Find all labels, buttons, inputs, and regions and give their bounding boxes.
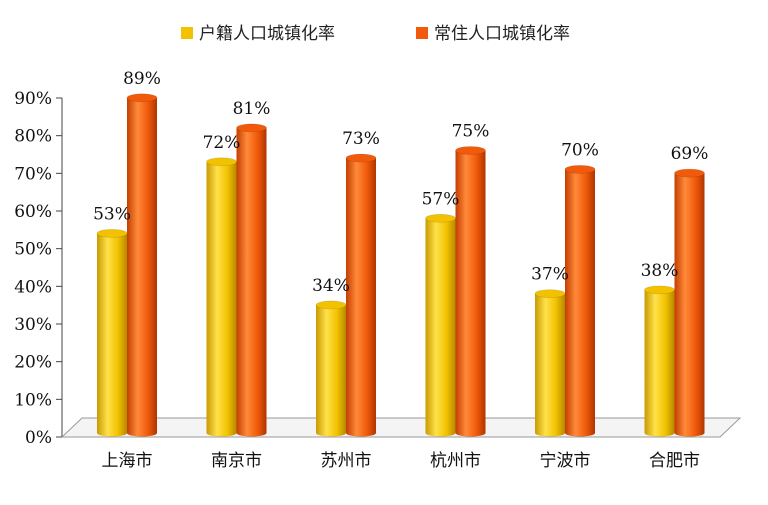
bar-cap bbox=[126, 93, 158, 103]
data-label: 53% bbox=[93, 204, 131, 224]
x-tick-label: 南京市 bbox=[211, 451, 262, 471]
legend-swatch-1 bbox=[416, 27, 428, 39]
bar-cap bbox=[564, 165, 596, 174]
data-label: 75% bbox=[452, 122, 490, 142]
y-tick-label: 20% bbox=[14, 353, 52, 373]
bar-base bbox=[565, 429, 595, 437]
bar bbox=[96, 229, 128, 437]
bar-base bbox=[644, 429, 675, 437]
bar-base bbox=[127, 429, 157, 437]
bar-base bbox=[346, 429, 376, 437]
y-tick-label: 30% bbox=[14, 315, 52, 335]
x-tick-label: 杭州市 bbox=[430, 451, 481, 471]
bar-base bbox=[206, 429, 237, 437]
bar-cap bbox=[206, 157, 237, 167]
data-labels: 53% 72% 34% 57% 37% 38% 89% 81% 73% 75% 70% 69% bbox=[93, 69, 708, 296]
data-label: 57% bbox=[422, 189, 460, 209]
bar-base bbox=[535, 429, 565, 437]
bar-cap bbox=[534, 289, 566, 298]
bar bbox=[455, 146, 486, 437]
bar-cap bbox=[674, 168, 705, 178]
legend-item-0: 户籍人口城镇化率 bbox=[181, 24, 335, 44]
y-tick-label: 80% bbox=[14, 127, 52, 147]
legend-label-1: 常住人口城镇化率 bbox=[434, 24, 570, 44]
bar-cap bbox=[644, 285, 675, 295]
bar-base bbox=[455, 429, 486, 437]
bar-body bbox=[206, 161, 237, 434]
data-label: 70% bbox=[561, 140, 599, 160]
bar-body bbox=[425, 218, 456, 433]
y-tick-label: 70% bbox=[14, 164, 52, 184]
bar-base bbox=[674, 429, 705, 437]
bar-body bbox=[674, 173, 705, 433]
bar-body bbox=[127, 97, 157, 434]
bar-base bbox=[97, 429, 127, 437]
data-label: 69% bbox=[671, 144, 709, 164]
x-tick-label: 上海市 bbox=[102, 451, 153, 471]
data-label: 38% bbox=[641, 261, 679, 281]
y-tick-label: 60% bbox=[14, 202, 52, 222]
y-ticks: 0% 10% 20% 30% 40% 50% 60% 70% 80% 90% bbox=[14, 89, 62, 448]
data-label: 89% bbox=[123, 69, 161, 89]
bar-body bbox=[644, 289, 675, 433]
y-tick-label: 50% bbox=[14, 240, 52, 260]
bar-body bbox=[346, 158, 376, 434]
bars bbox=[96, 93, 705, 437]
bar bbox=[564, 165, 596, 437]
bar-cap bbox=[425, 214, 456, 223]
bar bbox=[206, 157, 237, 437]
bar-body bbox=[236, 127, 267, 434]
legend-swatch-0 bbox=[181, 27, 193, 39]
x-tick-label: 宁波市 bbox=[540, 451, 591, 471]
legend-label-0: 户籍人口城镇化率 bbox=[199, 24, 335, 44]
y-tick-label: 40% bbox=[14, 277, 52, 297]
bar-base bbox=[236, 429, 267, 437]
bar-cap bbox=[345, 153, 377, 163]
bar bbox=[315, 300, 347, 437]
data-label: 81% bbox=[233, 99, 271, 119]
bar bbox=[236, 123, 267, 437]
bar bbox=[644, 285, 675, 437]
bar bbox=[674, 168, 705, 437]
y-tick-label: 90% bbox=[14, 89, 52, 109]
bar bbox=[534, 289, 566, 437]
bar bbox=[425, 214, 456, 437]
data-label: 73% bbox=[342, 129, 380, 149]
bar-cap bbox=[455, 146, 486, 155]
bar-cap bbox=[236, 123, 267, 133]
legend: 户籍人口城镇化率 常住人口城镇化率 bbox=[181, 24, 570, 44]
bar-body bbox=[97, 233, 127, 433]
bar-body bbox=[565, 169, 595, 434]
bar-body bbox=[455, 150, 486, 433]
bar-body bbox=[535, 293, 565, 433]
x-tick-label: 合肥市 bbox=[649, 451, 700, 471]
bar-base bbox=[316, 429, 346, 437]
data-label: 37% bbox=[531, 265, 569, 285]
bar bbox=[126, 93, 158, 437]
bar bbox=[345, 153, 377, 437]
legend-item-1: 常住人口城镇化率 bbox=[416, 24, 570, 44]
bar-body bbox=[316, 304, 346, 433]
y-tick-label: 10% bbox=[14, 390, 52, 410]
bar-cap bbox=[315, 300, 347, 310]
data-label: 34% bbox=[312, 276, 350, 296]
floor-plane bbox=[60, 417, 742, 438]
category-labels: 上海市 南京市 苏州市 杭州市 宁波市 合肥市 bbox=[102, 451, 701, 471]
x-tick-label: 苏州市 bbox=[321, 451, 372, 471]
y-tick-label: 0% bbox=[25, 428, 52, 448]
bar-base bbox=[425, 429, 456, 437]
data-label: 72% bbox=[203, 133, 241, 153]
bar-cap bbox=[96, 229, 128, 238]
